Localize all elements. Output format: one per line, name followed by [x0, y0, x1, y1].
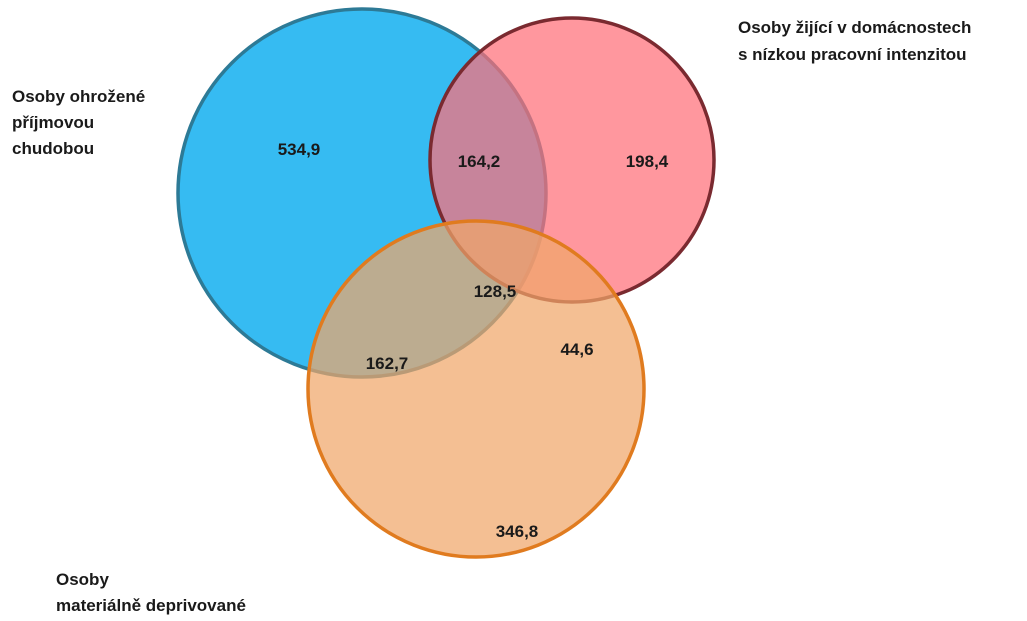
- label-low-work-intensity: Osoby žijící v domácnostech s nízkou pra…: [738, 14, 971, 68]
- value-poverty-only: 534,9: [278, 140, 321, 159]
- label-income-poverty: Osoby ohrožené příjmovou chudobou: [12, 84, 145, 162]
- label-income-poverty-line-1: Osoby ohrožené: [12, 87, 146, 106]
- value-poverty-low-work: 164,2: [458, 152, 501, 171]
- value-low-work-material: 44,6: [560, 340, 593, 359]
- value-poverty-material: 162,7: [366, 354, 409, 373]
- label-material-deprivation-line-2: materiálně deprivované: [56, 596, 246, 615]
- circle-material-deprivation: [306, 219, 646, 559]
- value-low-work-only: 198,4: [626, 152, 669, 171]
- label-low-work-intensity-line-1: Osoby žijící v domácnostech: [738, 18, 972, 37]
- label-income-poverty-line-2: příjmovou: [12, 113, 95, 132]
- value-material-only: 346,8: [496, 522, 539, 541]
- label-material-deprivation-line-1: Osoby: [56, 570, 109, 589]
- label-material-deprivation: Osoby materiálně deprivované: [56, 567, 246, 619]
- label-income-poverty-line-3: chudobou: [12, 139, 95, 158]
- label-low-work-intensity-line-2: s nízkou pracovní intenzitou: [738, 45, 967, 64]
- value-all-three: 128,5: [474, 282, 517, 301]
